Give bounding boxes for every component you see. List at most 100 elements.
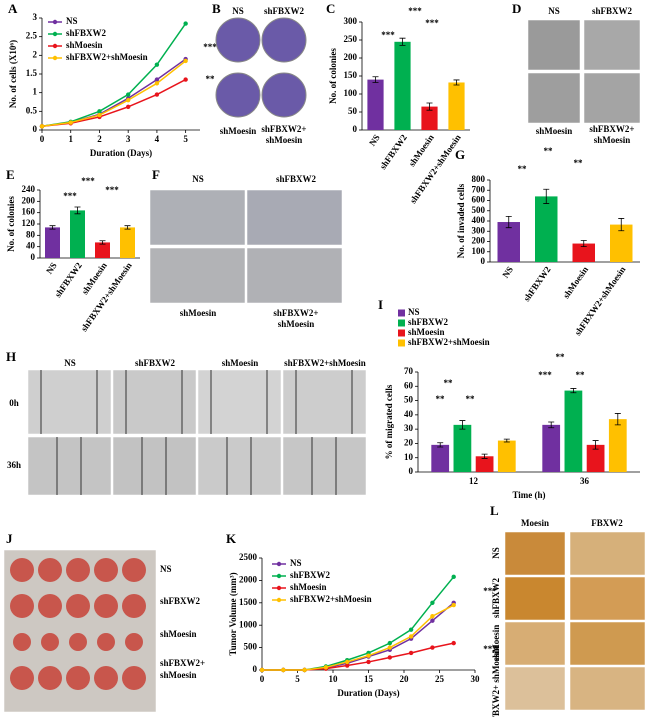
photo bbox=[246, 247, 343, 304]
tumor bbox=[122, 558, 146, 582]
point bbox=[154, 77, 160, 82]
tumor bbox=[97, 633, 115, 651]
image-label: shMoesin bbox=[266, 135, 303, 145]
y-axis-label: No. of invaded cells bbox=[456, 183, 466, 258]
photo bbox=[569, 576, 646, 621]
image-label: shMoesin bbox=[536, 126, 573, 136]
legend-marker bbox=[276, 597, 282, 603]
image-label: shFBXW2+ shMoesin bbox=[491, 646, 501, 717]
significance: ** bbox=[436, 394, 446, 404]
photo bbox=[583, 19, 641, 71]
y-tick-label: 50 bbox=[348, 106, 358, 116]
error-bar bbox=[399, 37, 406, 46]
y-tick-label: 120 bbox=[22, 218, 36, 228]
image-label: shFBXW2 bbox=[264, 6, 305, 16]
bar bbox=[70, 210, 85, 258]
y-tick-label: 80 bbox=[26, 229, 36, 239]
x-tick-label: 0 bbox=[40, 134, 45, 144]
bar bbox=[542, 424, 561, 472]
bar bbox=[497, 222, 520, 262]
x-tick-label: NS bbox=[500, 265, 515, 280]
x-tick-label: 2 bbox=[97, 134, 102, 144]
x-axis-label: Duration (Days) bbox=[337, 688, 399, 698]
tumor bbox=[10, 666, 34, 690]
photo bbox=[527, 72, 581, 124]
tumor bbox=[41, 633, 59, 651]
panel-label: H bbox=[6, 349, 16, 364]
tumor bbox=[94, 666, 118, 690]
tumor bbox=[13, 633, 31, 651]
significance: *** bbox=[203, 42, 217, 52]
bar bbox=[475, 456, 494, 472]
x-tick-label: 10 bbox=[329, 674, 339, 684]
y-tick-label: 1.5 bbox=[26, 68, 38, 78]
point bbox=[366, 653, 371, 658]
point bbox=[387, 655, 392, 660]
point bbox=[323, 665, 329, 670]
photo bbox=[504, 576, 566, 621]
x-tick-label: 36 bbox=[580, 476, 590, 486]
series-line bbox=[41, 60, 187, 128]
bar bbox=[421, 106, 438, 130]
x-tick-label: 25 bbox=[435, 674, 445, 684]
significance: ** bbox=[574, 158, 584, 168]
point bbox=[387, 640, 392, 646]
point bbox=[125, 97, 131, 103]
series-line bbox=[41, 58, 187, 128]
point bbox=[430, 614, 435, 619]
significance: *** bbox=[81, 176, 95, 186]
y-tick-label: 60 bbox=[404, 380, 414, 390]
point bbox=[154, 62, 160, 67]
error-bar bbox=[453, 79, 460, 86]
culture-dish bbox=[215, 17, 261, 63]
y-tick-label: 700 bbox=[472, 184, 486, 194]
legend-marker bbox=[52, 19, 58, 25]
y-tick-label: 150 bbox=[344, 70, 358, 80]
significance: *** bbox=[381, 30, 395, 40]
error-bar bbox=[99, 240, 106, 245]
x-tick-label: shFBXW2+shMoesin bbox=[408, 133, 463, 206]
legend-marker bbox=[276, 585, 282, 591]
y-tick-label: 40 bbox=[404, 409, 414, 419]
legend-marker bbox=[52, 31, 58, 37]
significance: *** bbox=[483, 644, 497, 654]
tumor bbox=[69, 633, 87, 651]
legend-marker bbox=[276, 573, 282, 579]
significance: ** bbox=[444, 378, 454, 388]
point bbox=[302, 667, 307, 673]
legend-marker bbox=[52, 55, 58, 61]
point bbox=[451, 602, 456, 608]
panel-label: E bbox=[6, 167, 15, 182]
y-axis-label: No. of cells (X10⁶) bbox=[8, 40, 18, 108]
y-tick-label: 100 bbox=[344, 88, 358, 98]
bar bbox=[367, 79, 384, 130]
photo bbox=[569, 531, 646, 576]
x-axis-label: Time (h) bbox=[512, 490, 545, 500]
significance: ** bbox=[466, 394, 476, 404]
error-bar bbox=[503, 438, 510, 443]
legend-swatch bbox=[398, 309, 405, 317]
point bbox=[408, 634, 414, 639]
y-tick-label: 0 bbox=[31, 252, 36, 262]
bar bbox=[572, 243, 595, 262]
y-tick-label: 1500 bbox=[239, 597, 258, 607]
significance: ** bbox=[576, 370, 586, 380]
x-tick-label: 12 bbox=[469, 476, 479, 486]
y-tick-label: 0.5 bbox=[26, 105, 38, 115]
image-label: shFBXW2+ bbox=[160, 658, 205, 668]
error-bar bbox=[49, 225, 56, 230]
photo bbox=[149, 189, 246, 246]
image-label: shFBXW2+ bbox=[273, 308, 318, 318]
point bbox=[183, 77, 188, 82]
bar bbox=[610, 224, 633, 262]
point bbox=[430, 618, 435, 623]
bar bbox=[120, 227, 135, 258]
y-tick-label: 3 bbox=[33, 12, 38, 22]
error-bar bbox=[548, 421, 555, 429]
error-bar bbox=[580, 240, 587, 248]
culture-dish bbox=[261, 72, 307, 118]
y-tick-label: 0 bbox=[481, 256, 486, 266]
legend-marker bbox=[52, 43, 58, 49]
y-tick-label: 200 bbox=[344, 52, 358, 62]
x-tick-label: shMoesin bbox=[561, 265, 590, 301]
